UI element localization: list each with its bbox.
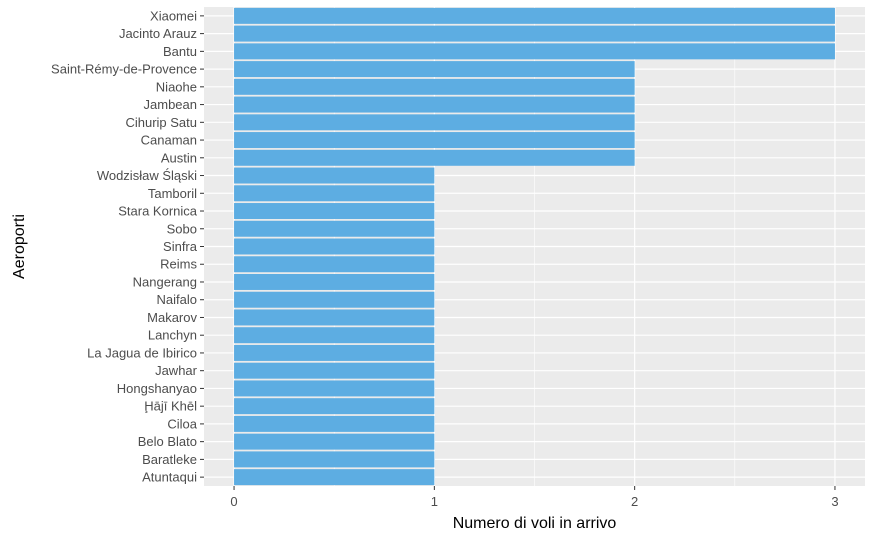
x-axis-title: Numero di voli in arrivo (453, 515, 617, 532)
bar (234, 96, 635, 113)
bar (234, 309, 435, 326)
y-tick-label: Cihurip Satu (125, 115, 197, 130)
y-tick-label: Ciloa (167, 416, 197, 431)
bar (234, 61, 635, 78)
bar (234, 149, 635, 166)
y-tick-label: Jambean (144, 97, 197, 112)
y-tick-label: Hongshanyao (117, 381, 197, 396)
y-tick-label: Bantu (163, 44, 197, 59)
bar (234, 380, 435, 397)
x-tick-label: 0 (230, 494, 237, 509)
y-tick-label: Lanchyn (148, 328, 197, 343)
y-axis-title: Aeroporti (11, 214, 28, 279)
bars (234, 7, 835, 486)
y-tick-label: Sinfra (163, 239, 198, 254)
bar (234, 220, 435, 237)
bar (234, 415, 435, 432)
bar (234, 114, 635, 131)
y-tick-label: Jawhar (155, 363, 198, 378)
x-tick-labels: 0 1 2 3 (230, 486, 839, 509)
bar (234, 327, 435, 344)
y-tick-label: Sobo (167, 221, 197, 236)
bar (234, 43, 835, 60)
bar (234, 132, 635, 149)
bar (234, 185, 435, 202)
bar (234, 167, 435, 184)
y-tick-label: Saint-Rémy-de-Provence (51, 62, 197, 77)
bar (234, 203, 435, 220)
y-tick-label: Jacinto Arauz (119, 26, 197, 41)
y-tick-label: Baratleke (142, 452, 197, 467)
y-tick-label: Xiaomei (150, 8, 197, 23)
bar (234, 7, 835, 24)
y-tick-label: Tamboril (148, 186, 197, 201)
y-tick-labels: Xiaomei Jacinto Arauz Bantu Saint-Rémy-de-P… (51, 8, 204, 485)
bar (234, 398, 435, 415)
x-tick-label: 3 (831, 494, 838, 509)
y-tick-label: Belo Blato (138, 434, 197, 449)
y-tick-label: Nangerang (133, 274, 197, 289)
y-tick-label: Naifalo (157, 292, 197, 307)
y-tick-label: Makarov (147, 310, 197, 325)
y-tick-label: Austin (161, 150, 197, 165)
y-tick-label: La Jagua de Ibirico (87, 345, 197, 360)
bar (234, 433, 435, 450)
bar (234, 362, 435, 379)
bar (234, 238, 435, 255)
y-tick-label: Stara Kornica (118, 204, 198, 219)
y-tick-label: Canaman (141, 133, 197, 148)
bar (234, 25, 835, 42)
bar (234, 291, 435, 308)
bar (234, 256, 435, 273)
y-tick-label: Niaohe (156, 79, 197, 94)
bar (234, 273, 435, 290)
bar (234, 451, 435, 468)
y-tick-label: Wodzisław Śląski (97, 168, 197, 183)
bar (234, 78, 635, 95)
x-tick-label: 1 (431, 494, 438, 509)
y-tick-label: Reims (160, 257, 197, 272)
bar (234, 469, 435, 486)
y-tick-label: Ḩājī Khēl (144, 399, 197, 414)
x-tick-label: 2 (631, 494, 638, 509)
bar (234, 344, 435, 361)
y-tick-label: Atuntaqui (142, 470, 197, 485)
